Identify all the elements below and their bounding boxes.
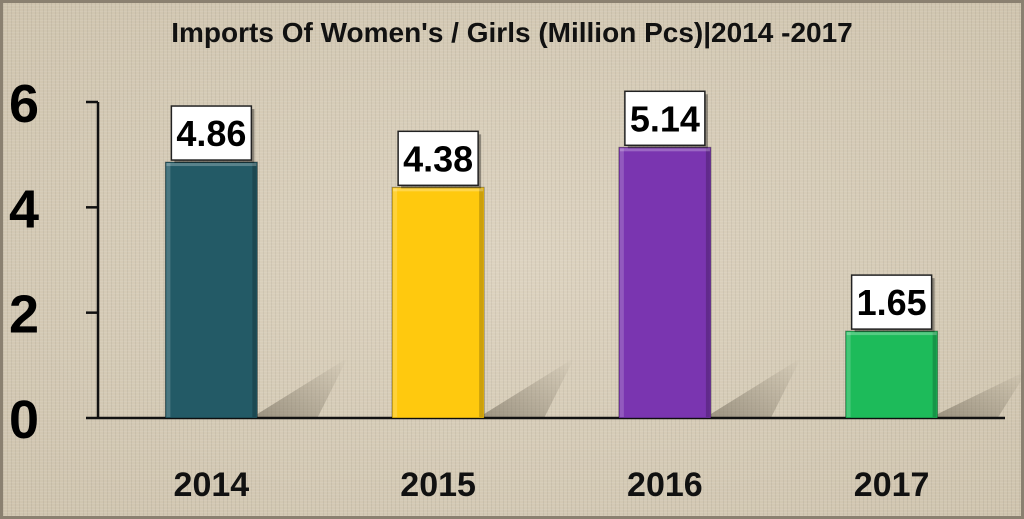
bar-shadow <box>484 358 575 418</box>
bar-shadow <box>937 371 1024 418</box>
bar <box>164 161 258 419</box>
bar-bevel-left <box>166 163 171 417</box>
x-tick-label: 2016 <box>627 466 703 504</box>
data-label-box <box>170 105 253 161</box>
bar <box>391 186 485 419</box>
data-label: 4.86 <box>176 113 246 154</box>
bar-shadow <box>710 358 801 418</box>
bar-bevel-left <box>846 332 851 417</box>
data-label-box <box>624 90 706 147</box>
bar-bevel-right <box>932 332 937 417</box>
data-label: 4.38 <box>403 138 473 179</box>
data-label-box <box>850 274 933 330</box>
bar-bevel-top <box>166 163 257 167</box>
bar-bevel-top <box>846 332 937 336</box>
bar-bevel-top <box>393 188 484 192</box>
bar <box>845 330 939 419</box>
data-label: 1.65 <box>857 282 927 323</box>
bar-bevel-left <box>619 148 624 417</box>
bar-shadow <box>257 358 348 418</box>
data-label: 5.14 <box>630 98 700 139</box>
bar <box>618 146 712 419</box>
y-tick-label: 2 <box>9 285 39 345</box>
chart-title: Imports Of Women's / Girls (Million Pcs)… <box>171 17 853 48</box>
x-tick-label: 2017 <box>854 466 930 504</box>
x-tick-label: 2014 <box>174 466 250 504</box>
data-label-box <box>397 130 479 187</box>
bar-bevel-right <box>479 188 484 417</box>
x-tick-label: 2015 <box>400 466 476 504</box>
bar-bevel-right <box>252 163 257 417</box>
bar-bevel-left <box>393 188 398 417</box>
y-tick-label: 6 <box>9 74 39 134</box>
bar-bevel-top <box>619 148 710 152</box>
y-tick-label: 0 <box>9 390 39 450</box>
bar-bevel-right <box>705 148 710 417</box>
y-tick-label: 4 <box>9 179 39 239</box>
